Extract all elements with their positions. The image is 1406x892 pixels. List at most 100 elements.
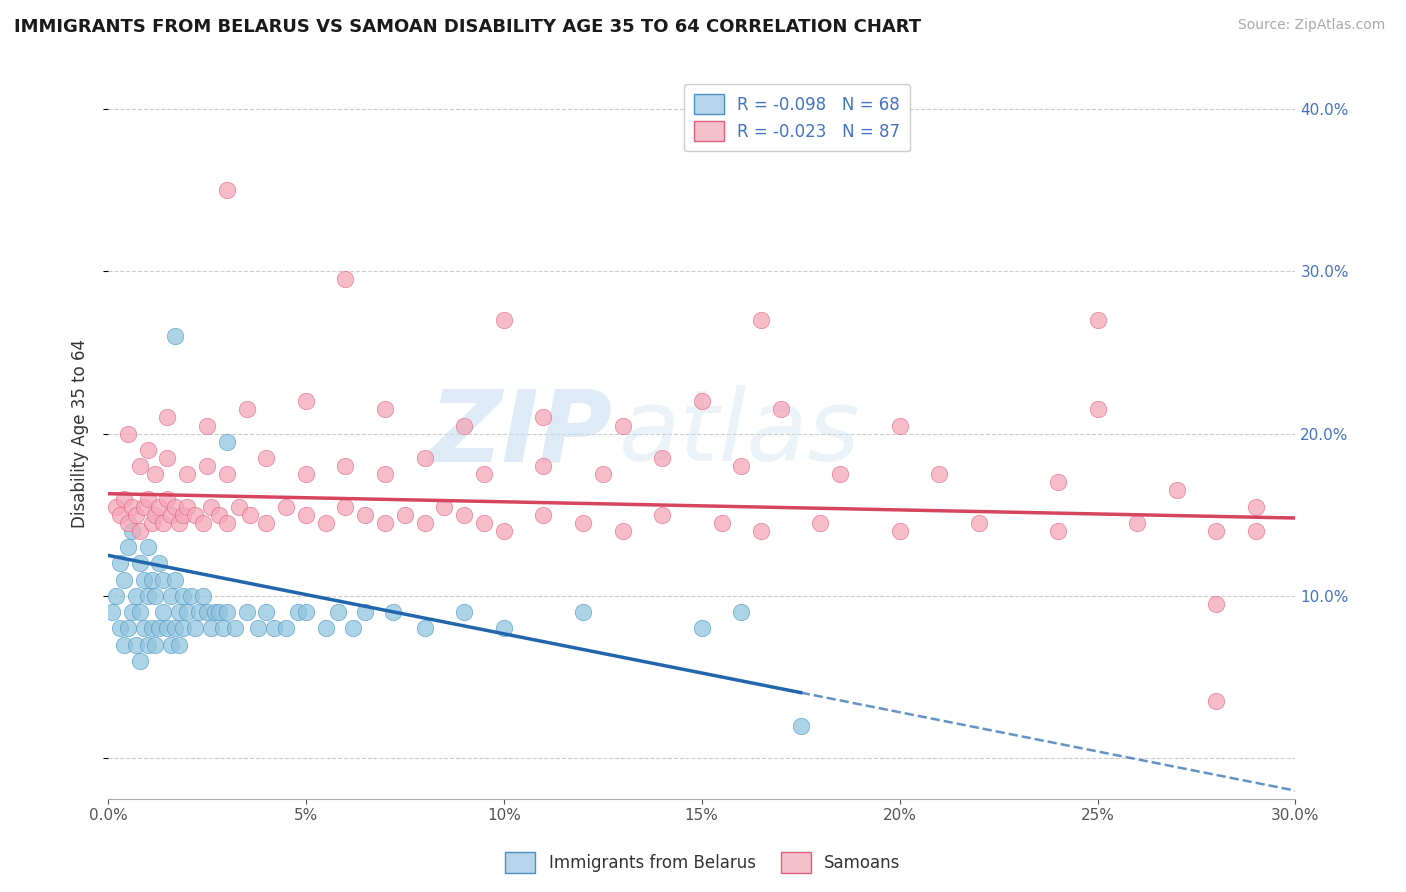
Point bbox=[128, 524, 150, 538]
Point bbox=[730, 459, 752, 474]
Point bbox=[215, 183, 238, 197]
Point bbox=[101, 605, 124, 619]
Point bbox=[141, 621, 163, 635]
Point bbox=[195, 418, 218, 433]
Point bbox=[690, 621, 713, 635]
Point bbox=[200, 621, 222, 635]
Text: ZIP: ZIP bbox=[430, 385, 613, 483]
Point bbox=[254, 605, 277, 619]
Point bbox=[1087, 313, 1109, 327]
Point bbox=[191, 516, 214, 530]
Point bbox=[612, 524, 634, 538]
Point bbox=[136, 638, 159, 652]
Point bbox=[492, 621, 515, 635]
Text: atlas: atlas bbox=[619, 385, 860, 483]
Point bbox=[374, 467, 396, 482]
Point bbox=[167, 516, 190, 530]
Point bbox=[453, 418, 475, 433]
Point bbox=[295, 394, 318, 409]
Point bbox=[287, 605, 309, 619]
Point bbox=[215, 434, 238, 449]
Point bbox=[531, 459, 554, 474]
Point bbox=[184, 621, 207, 635]
Point bbox=[228, 500, 250, 514]
Point bbox=[889, 418, 911, 433]
Point bbox=[121, 605, 143, 619]
Point bbox=[749, 524, 772, 538]
Point bbox=[136, 589, 159, 603]
Legend: R = -0.098   N = 68, R = -0.023   N = 87: R = -0.098 N = 68, R = -0.023 N = 87 bbox=[683, 84, 910, 152]
Point bbox=[1166, 483, 1188, 498]
Point bbox=[156, 410, 179, 425]
Point bbox=[1046, 475, 1069, 490]
Point bbox=[152, 605, 174, 619]
Point bbox=[274, 621, 297, 635]
Point bbox=[204, 605, 226, 619]
Point bbox=[132, 621, 155, 635]
Point bbox=[180, 589, 202, 603]
Point bbox=[172, 589, 194, 603]
Point bbox=[156, 491, 179, 506]
Point bbox=[235, 605, 257, 619]
Point bbox=[188, 605, 211, 619]
Point bbox=[354, 605, 377, 619]
Point bbox=[263, 621, 285, 635]
Point bbox=[215, 605, 238, 619]
Point bbox=[108, 621, 131, 635]
Point bbox=[141, 573, 163, 587]
Point bbox=[295, 467, 318, 482]
Point bbox=[326, 605, 349, 619]
Point bbox=[117, 426, 139, 441]
Point bbox=[1244, 524, 1267, 538]
Point bbox=[125, 589, 148, 603]
Point bbox=[690, 394, 713, 409]
Point bbox=[148, 500, 170, 514]
Point bbox=[1205, 524, 1227, 538]
Point bbox=[1244, 500, 1267, 514]
Point bbox=[172, 508, 194, 522]
Point bbox=[215, 516, 238, 530]
Point bbox=[165, 329, 187, 343]
Point bbox=[128, 654, 150, 668]
Point bbox=[108, 557, 131, 571]
Point bbox=[810, 516, 832, 530]
Point bbox=[172, 621, 194, 635]
Point bbox=[413, 450, 436, 465]
Point bbox=[730, 605, 752, 619]
Point bbox=[160, 508, 183, 522]
Point bbox=[167, 605, 190, 619]
Point bbox=[176, 467, 198, 482]
Point bbox=[531, 410, 554, 425]
Point bbox=[125, 638, 148, 652]
Point bbox=[184, 508, 207, 522]
Point bbox=[200, 500, 222, 514]
Point bbox=[889, 524, 911, 538]
Point bbox=[148, 621, 170, 635]
Point bbox=[335, 272, 357, 286]
Point bbox=[749, 313, 772, 327]
Point bbox=[136, 540, 159, 554]
Point bbox=[1126, 516, 1149, 530]
Point bbox=[128, 557, 150, 571]
Point bbox=[235, 402, 257, 417]
Point bbox=[315, 621, 337, 635]
Point bbox=[104, 589, 127, 603]
Point bbox=[167, 638, 190, 652]
Point bbox=[1046, 524, 1069, 538]
Point bbox=[295, 508, 318, 522]
Point bbox=[572, 516, 595, 530]
Point bbox=[152, 516, 174, 530]
Point bbox=[117, 516, 139, 530]
Point bbox=[117, 621, 139, 635]
Text: Source: ZipAtlas.com: Source: ZipAtlas.com bbox=[1237, 18, 1385, 32]
Point bbox=[112, 638, 135, 652]
Point bbox=[453, 508, 475, 522]
Point bbox=[374, 516, 396, 530]
Point bbox=[160, 638, 183, 652]
Point bbox=[413, 621, 436, 635]
Point bbox=[433, 500, 456, 514]
Point bbox=[612, 418, 634, 433]
Point bbox=[335, 459, 357, 474]
Point bbox=[572, 605, 595, 619]
Point bbox=[1205, 694, 1227, 708]
